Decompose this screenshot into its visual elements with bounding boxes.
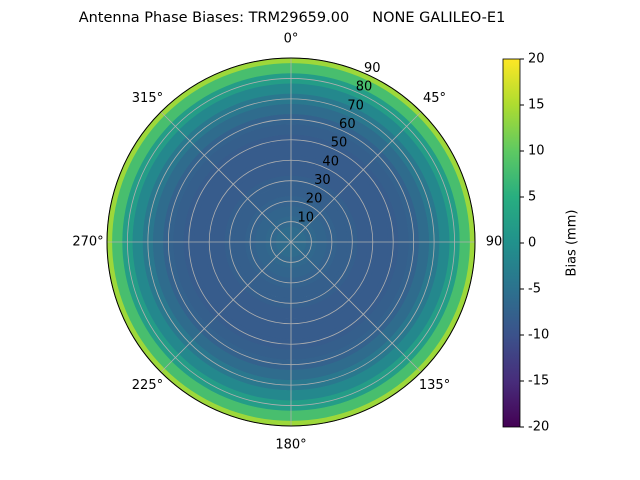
colorbar-tick-label: -5	[528, 282, 541, 297]
r-tick-label: 10	[297, 210, 314, 225]
r-tick-label: 40	[322, 154, 339, 169]
colorbar-tick-label: 20	[528, 52, 545, 67]
colorbar-tick-label: -20	[528, 420, 549, 435]
grid-spoke	[160, 241, 292, 373]
polar-plot	[106, 57, 476, 427]
theta-tick-label: 0°	[284, 32, 299, 47]
grid-spoke	[290, 241, 422, 373]
colorbar	[502, 58, 521, 428]
polar-frame	[106, 57, 476, 427]
theta-tick-label: 225°	[132, 378, 163, 393]
r-tick-label: 80	[356, 80, 373, 95]
theta-tick-label: 270°	[72, 235, 103, 250]
colorbar-tick-label: 0	[528, 236, 536, 251]
theta-tick-label: 135°	[419, 378, 450, 393]
r-tick-label: 30	[314, 173, 331, 188]
colorbar-tick-label: -15	[528, 374, 549, 389]
grid-spoke	[290, 111, 422, 243]
theta-tick-label: 45°	[423, 91, 446, 106]
theta-tick-label: 180°	[275, 438, 306, 453]
colorbar-tick-label: 15	[528, 98, 545, 113]
colorbar-tick-label: 5	[528, 190, 536, 205]
r-tick-label: 70	[347, 98, 364, 113]
colorbar-tick-label: -10	[528, 328, 549, 343]
colorbar-tick-label: 10	[528, 144, 545, 159]
theta-tick-label: 315°	[132, 91, 163, 106]
r-tick-label: 90	[364, 61, 381, 76]
r-tick-label: 60	[339, 117, 356, 132]
grid-spoke	[160, 111, 292, 243]
chart-title: Antenna Phase Biases: TRM29659.00 NONE G…	[79, 10, 506, 26]
theta-tick-label: 90	[486, 235, 503, 250]
r-tick-label: 50	[331, 136, 348, 151]
colorbar-label: Bias (mm)	[565, 210, 580, 277]
r-tick-label: 20	[306, 192, 323, 207]
